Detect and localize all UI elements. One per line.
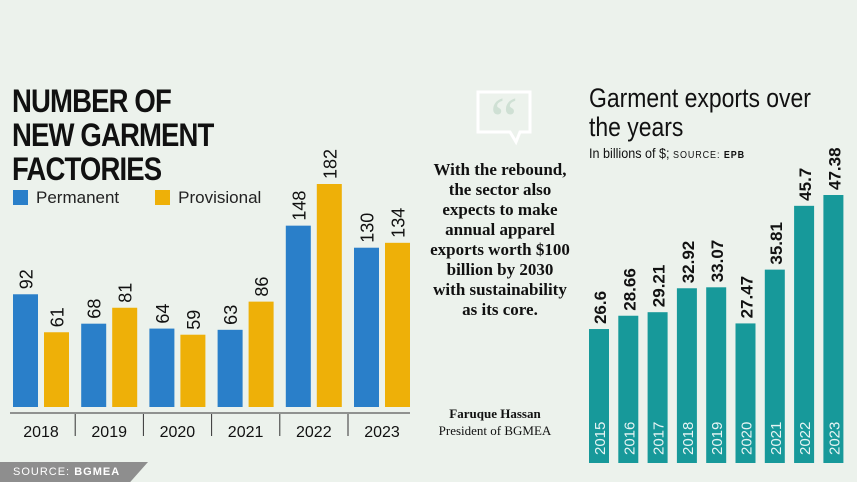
- value-label: 33.07: [708, 240, 727, 283]
- value-label: 130: [358, 213, 378, 243]
- bar-export-2023: [823, 194, 844, 463]
- bar-permanent-2018: [13, 294, 38, 407]
- x-tick-label: 2019: [91, 424, 127, 441]
- bar-provisional-2021: [248, 301, 274, 407]
- value-label: 92: [17, 269, 37, 289]
- legend-provisional: Provisional: [155, 188, 261, 208]
- bar-export-2022: [794, 205, 815, 463]
- right-chart-subtitle: In billions of $; SOURCE: EPB: [589, 145, 746, 161]
- value-label: 27.47: [738, 276, 757, 319]
- left-chart-title: NUMBER OF NEW GARMENT FACTORIES: [12, 83, 214, 187]
- value-label: 182: [320, 149, 340, 179]
- x-tick-label: 2021: [228, 424, 264, 441]
- x-tick-label: 2022: [797, 422, 814, 455]
- bar-provisional-2019: [112, 307, 138, 407]
- bar-provisional-2018: [44, 332, 69, 407]
- value-label: 47.38: [825, 147, 844, 190]
- bar-export-2015: [589, 329, 609, 463]
- value-label: 61: [48, 307, 68, 327]
- value-label: 32.92: [679, 241, 698, 284]
- value-label: 26.6: [591, 291, 610, 324]
- quote-author: Faruque Hassan President of BGMEA: [438, 406, 552, 438]
- value-label: 59: [184, 310, 204, 330]
- value-label: 134: [389, 208, 409, 238]
- x-tick-label: 2020: [739, 422, 756, 455]
- bar-export-2017: [647, 312, 668, 463]
- value-label: 45.7: [796, 168, 815, 201]
- value-label: 68: [85, 299, 105, 319]
- x-tick-label: 2016: [621, 422, 638, 455]
- right-chart-title: Garment exports over the years: [589, 83, 811, 142]
- bar-permanent-2019: [81, 323, 107, 407]
- bar-permanent-2023: [354, 247, 379, 407]
- bar-export-2016: [618, 315, 639, 463]
- value-label: 29.21: [650, 265, 669, 308]
- value-label: 35.81: [767, 222, 786, 265]
- x-tick-label: 2018: [23, 424, 59, 441]
- bar-provisional-2020: [180, 334, 206, 407]
- legend-permanent: Permanent: [13, 188, 119, 208]
- bar-export-2020: [735, 323, 756, 463]
- quote-text: With the rebound, the sector also expect…: [430, 160, 570, 319]
- x-tick-label: 2018: [680, 422, 697, 455]
- value-label: 63: [221, 305, 241, 325]
- x-tick-label: 2019: [709, 422, 726, 455]
- bar-provisional-2023: [385, 242, 410, 407]
- x-tick-label: 2020: [160, 424, 196, 441]
- x-tick-label: 2015: [592, 422, 609, 455]
- x-tick-label: 2022: [296, 424, 332, 441]
- source-tag: SOURCE: BGMEA: [0, 462, 148, 482]
- x-tick-label: 2023: [826, 422, 843, 455]
- value-label: 28.66: [620, 268, 639, 311]
- value-label: 148: [289, 191, 309, 221]
- x-tick-label: 2017: [651, 422, 668, 455]
- svg-text:“: “: [490, 86, 518, 154]
- bar-permanent-2020: [149, 328, 175, 407]
- bar-permanent-2022: [285, 225, 311, 407]
- bar-export-2019: [706, 287, 727, 463]
- bar-provisional-2022: [316, 184, 342, 407]
- value-label: 86: [252, 277, 272, 297]
- bar-export-2021: [764, 269, 785, 463]
- value-label: 81: [116, 283, 136, 303]
- bar-export-2018: [676, 288, 697, 463]
- value-label: 64: [153, 304, 173, 324]
- legend: Permanent Provisional: [13, 188, 261, 208]
- quote-bubble-icon: “: [476, 86, 532, 154]
- x-tick-label: 2023: [364, 424, 400, 441]
- bar-permanent-2021: [217, 329, 243, 407]
- x-tick-label: 2021: [768, 422, 785, 455]
